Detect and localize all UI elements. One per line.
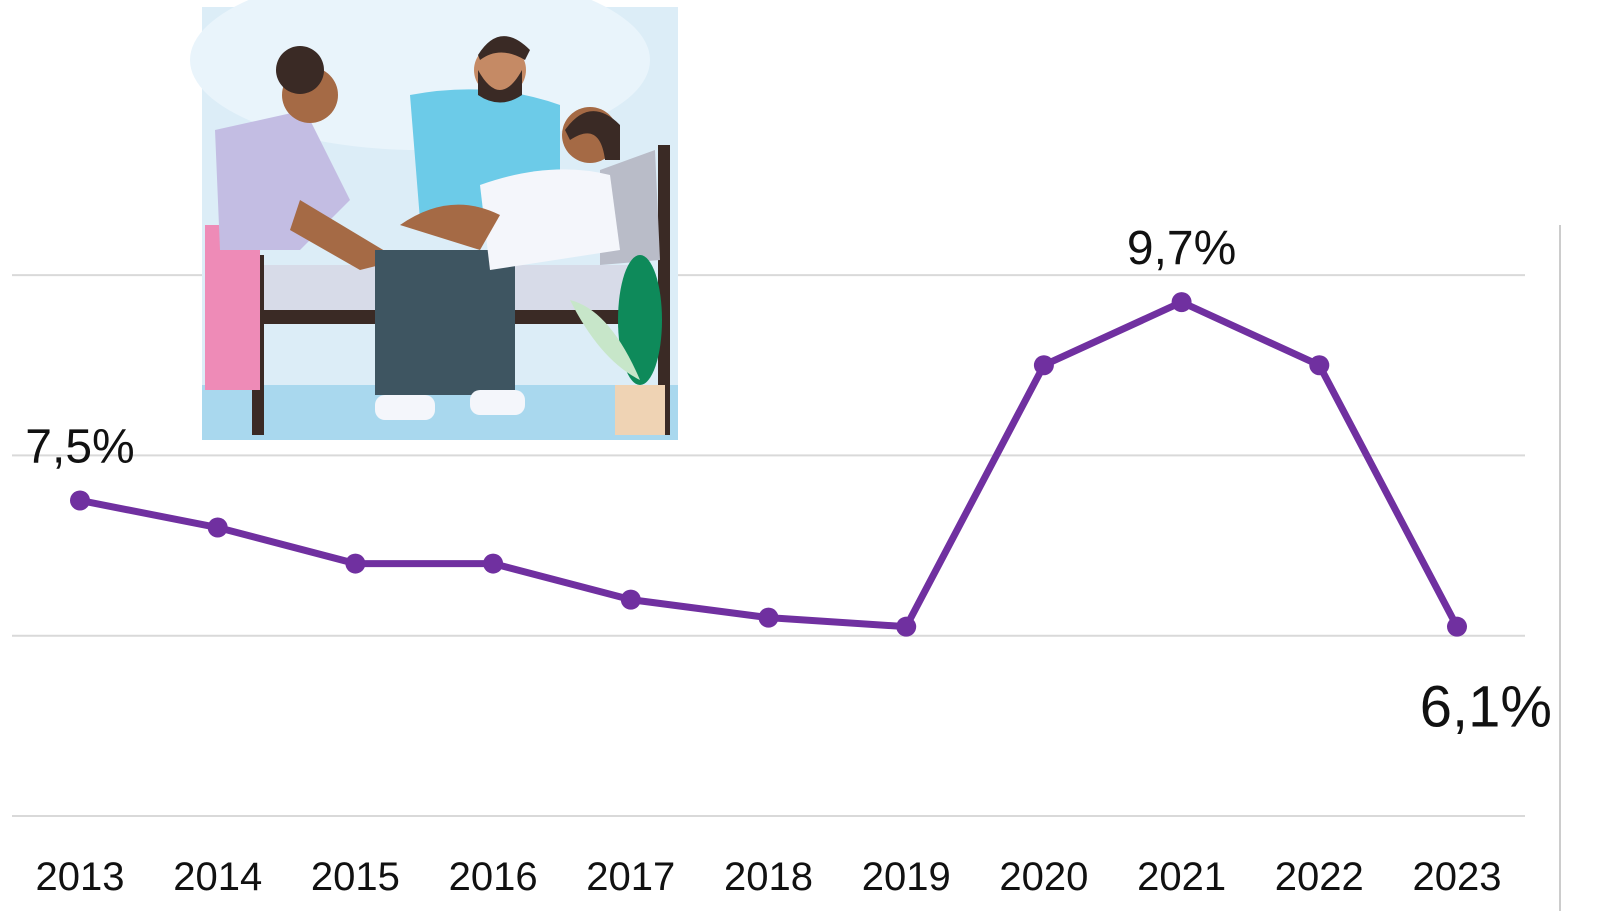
data-point	[758, 607, 779, 628]
data-point	[207, 517, 228, 538]
x-tick-label: 2022	[1275, 855, 1364, 899]
x-tick-label: 2019	[862, 855, 951, 899]
data-point	[345, 553, 366, 574]
data-label: 9,7%	[1127, 222, 1236, 275]
data-point	[483, 553, 504, 574]
x-tick-label: 2023	[1413, 855, 1502, 899]
data-label: 6,1%	[1420, 675, 1552, 740]
x-tick-label: 2021	[1137, 855, 1226, 899]
illustration	[190, 0, 678, 440]
data-label: 7,5%	[25, 420, 134, 473]
x-tick-label: 2020	[999, 855, 1088, 899]
data-point	[1447, 616, 1467, 637]
x-tick-label: 2015	[311, 855, 400, 899]
data-point	[896, 616, 917, 637]
x-tick-label: 2017	[586, 855, 675, 899]
x-tick-label: 2014	[173, 855, 262, 899]
data-point	[1033, 355, 1054, 376]
x-tick-label: 2013	[36, 855, 125, 899]
data-point	[1171, 292, 1192, 313]
plot-area: 2013 2014 2015 2016 2017 2018 2019 2020 2021 2022…	[25, 222, 1552, 899]
data-point	[620, 589, 641, 610]
x-tick-label: 2016	[449, 855, 538, 899]
x-tick-label: 2018	[724, 855, 813, 899]
data-point	[1309, 355, 1330, 376]
data-point	[70, 490, 90, 511]
